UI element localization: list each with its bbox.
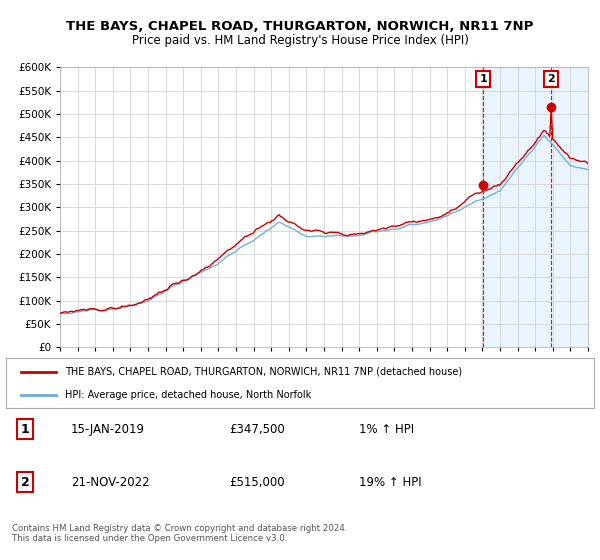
Text: 21-NOV-2022: 21-NOV-2022 (71, 475, 149, 489)
Text: £347,500: £347,500 (229, 423, 285, 436)
Text: Price paid vs. HM Land Registry's House Price Index (HPI): Price paid vs. HM Land Registry's House … (131, 34, 469, 46)
Text: 1% ↑ HPI: 1% ↑ HPI (359, 423, 414, 436)
Text: Contains HM Land Registry data © Crown copyright and database right 2024.
This d: Contains HM Land Registry data © Crown c… (12, 524, 347, 543)
Text: HPI: Average price, detached house, North Norfolk: HPI: Average price, detached house, Nort… (65, 390, 311, 400)
Bar (483, 67, 588, 347)
Text: 1: 1 (21, 423, 29, 436)
FancyBboxPatch shape (6, 358, 594, 408)
Text: 1: 1 (479, 74, 487, 84)
Text: THE BAYS, CHAPEL ROAD, THURGARTON, NORWICH, NR11 7NP: THE BAYS, CHAPEL ROAD, THURGARTON, NORWI… (67, 20, 533, 32)
Text: 15-JAN-2019: 15-JAN-2019 (71, 423, 145, 436)
Text: £515,000: £515,000 (229, 475, 285, 489)
Text: 2: 2 (21, 475, 29, 489)
Text: 2: 2 (547, 74, 555, 84)
Text: THE BAYS, CHAPEL ROAD, THURGARTON, NORWICH, NR11 7NP (detached house): THE BAYS, CHAPEL ROAD, THURGARTON, NORWI… (65, 367, 462, 377)
Text: 19% ↑ HPI: 19% ↑ HPI (359, 475, 421, 489)
